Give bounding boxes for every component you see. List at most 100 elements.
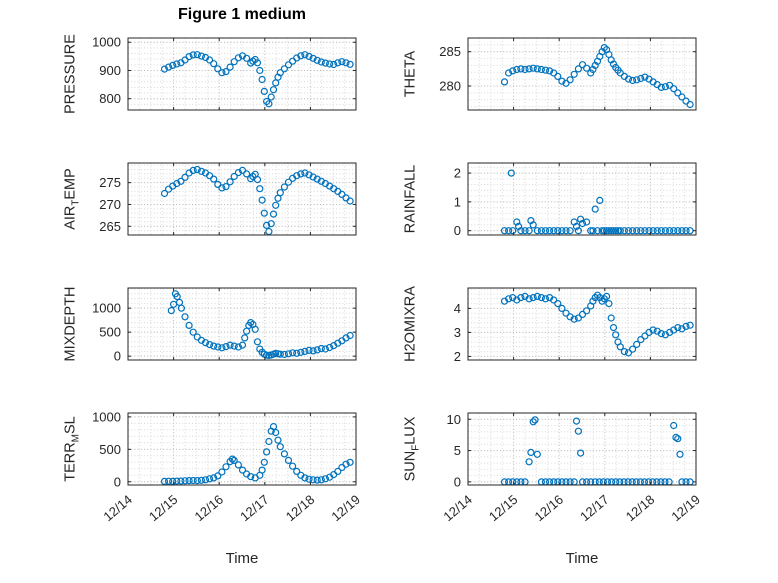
data-marker	[541, 478, 550, 486]
data-marker	[686, 227, 694, 235]
data-marker	[641, 73, 649, 81]
data-marker	[267, 427, 275, 435]
data-marker	[164, 185, 173, 193]
data-marker	[605, 227, 613, 235]
data-marker	[251, 325, 259, 333]
data-marker	[550, 69, 558, 77]
data-marker	[297, 348, 305, 356]
data-marker	[566, 76, 574, 84]
data-marker	[326, 473, 334, 481]
svg-text:4: 4	[454, 301, 461, 316]
data-marker	[593, 57, 602, 65]
data-marker	[258, 466, 266, 474]
major-grid	[468, 163, 696, 235]
data-marker	[589, 297, 597, 305]
data-marker	[218, 69, 226, 77]
data-marker	[247, 59, 255, 67]
data-marker	[272, 79, 280, 87]
data-marker	[169, 182, 177, 190]
data-marker	[550, 227, 558, 235]
data-marker	[313, 476, 321, 484]
data-marker	[657, 478, 665, 486]
ylabel-text: SL	[62, 416, 79, 435]
svg-text:900: 900	[99, 63, 121, 78]
data-marker	[181, 313, 189, 321]
data-marker	[509, 478, 517, 486]
data-marker	[500, 227, 509, 235]
data-marker	[674, 227, 682, 235]
data-marker	[612, 331, 620, 339]
data-marker	[607, 56, 615, 64]
data-marker	[620, 478, 628, 486]
data-marker	[649, 78, 657, 86]
data-marker	[500, 297, 509, 305]
plot-area-rainfall: 0 1 2	[454, 162, 697, 238]
minor-grid	[128, 288, 356, 360]
data-marker	[529, 221, 537, 229]
data-marker	[624, 349, 633, 357]
data-marker	[593, 227, 602, 235]
data-marker	[197, 336, 206, 344]
data-marker	[670, 421, 678, 430]
data-marker	[245, 321, 253, 330]
data-marker	[504, 69, 513, 77]
data-marker	[554, 227, 562, 235]
svg-text:12/16: 12/16	[532, 492, 567, 524]
svg-text:800: 800	[99, 91, 121, 106]
data-marker	[238, 466, 247, 474]
plot-background	[468, 38, 696, 110]
data-marker	[587, 302, 595, 310]
data-marker	[284, 350, 293, 358]
data-marker	[537, 478, 546, 486]
data-marker	[666, 328, 674, 337]
data-marker	[274, 194, 282, 202]
y-axis-label-airtemp: AIRTEMP	[63, 168, 82, 230]
data-marker	[297, 52, 305, 60]
svg-text:12/19: 12/19	[328, 492, 363, 524]
data-marker	[167, 307, 175, 315]
data-marker	[620, 347, 628, 356]
data-marker	[661, 83, 669, 91]
y-axis-label-terrmsl: TERRMSL	[63, 416, 82, 481]
data-marker	[260, 458, 268, 466]
data-marker	[280, 65, 288, 73]
data-marker	[595, 478, 603, 486]
plot-background	[468, 288, 696, 360]
data-marker	[317, 344, 325, 353]
data-marker	[533, 65, 541, 73]
y-tick-labels: 2 3 4	[454, 301, 461, 364]
plot-area-pressure: 800 900 1000	[92, 35, 357, 111]
data-marker	[321, 59, 329, 67]
y-axis-label-sunflux: SUNFLUX	[403, 417, 422, 482]
data-marker	[263, 351, 271, 359]
data-marker	[605, 300, 613, 308]
data-marker	[193, 51, 201, 59]
data-marker	[258, 75, 266, 84]
data-points	[167, 290, 354, 360]
data-marker	[297, 170, 305, 178]
data-marker	[181, 173, 189, 181]
y-axis-label-theta: THETA	[403, 51, 422, 97]
data-marker	[260, 209, 268, 217]
svg-text:285: 285	[439, 44, 461, 59]
data-marker	[500, 478, 509, 486]
data-marker	[616, 69, 624, 77]
data-points	[500, 416, 694, 486]
data-marker	[249, 57, 257, 65]
data-marker	[614, 338, 622, 346]
svg-text:12/14: 12/14	[100, 492, 135, 524]
data-marker	[189, 328, 197, 336]
data-marker	[558, 304, 566, 312]
data-marker	[582, 218, 591, 226]
data-marker	[289, 57, 297, 65]
data-marker	[596, 52, 604, 61]
data-marker	[265, 100, 273, 108]
data-marker	[545, 478, 554, 486]
svg-text:12/18: 12/18	[283, 492, 318, 524]
subplot-airtemp: 265 270 275 AIRTEMP	[63, 162, 357, 236]
data-marker	[234, 461, 243, 469]
data-marker	[205, 56, 214, 64]
data-marker	[313, 346, 321, 354]
data-marker	[653, 227, 661, 235]
data-marker	[504, 295, 513, 303]
